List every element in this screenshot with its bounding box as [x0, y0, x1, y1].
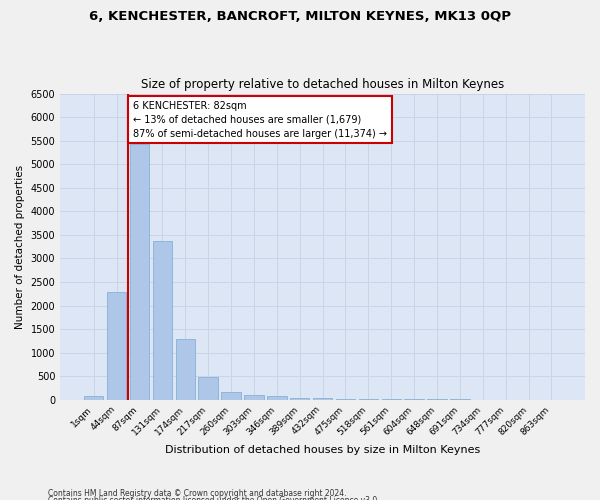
Bar	[130, 144, 149, 400]
Bar	[221, 392, 241, 400]
Text: Contains HM Land Registry data © Crown copyright and database right 2024.: Contains HM Land Registry data © Crown c…	[48, 488, 347, 498]
Bar	[152, 240, 172, 400]
Bar	[290, 398, 310, 400]
X-axis label: Distribution of detached houses by size in Milton Keynes: Distribution of detached houses by size …	[165, 445, 480, 455]
Bar	[359, 399, 378, 400]
Bar	[336, 398, 355, 400]
Y-axis label: Number of detached properties: Number of detached properties	[15, 164, 25, 328]
Text: 6 KENCHESTER: 82sqm
← 13% of detached houses are smaller (1,679)
87% of semi-det: 6 KENCHESTER: 82sqm ← 13% of detached ho…	[133, 100, 386, 138]
Bar	[382, 399, 401, 400]
Bar	[84, 396, 103, 400]
Text: 6, KENCHESTER, BANCROFT, MILTON KEYNES, MK13 0QP: 6, KENCHESTER, BANCROFT, MILTON KEYNES, …	[89, 10, 511, 23]
Text: Contains public sector information licensed under the Open Government Licence v3: Contains public sector information licen…	[48, 496, 380, 500]
Bar	[176, 339, 195, 400]
Title: Size of property relative to detached houses in Milton Keynes: Size of property relative to detached ho…	[141, 78, 504, 91]
Bar	[107, 292, 127, 400]
Bar	[313, 398, 332, 400]
Bar	[199, 377, 218, 400]
Bar	[244, 396, 263, 400]
Bar	[267, 396, 287, 400]
